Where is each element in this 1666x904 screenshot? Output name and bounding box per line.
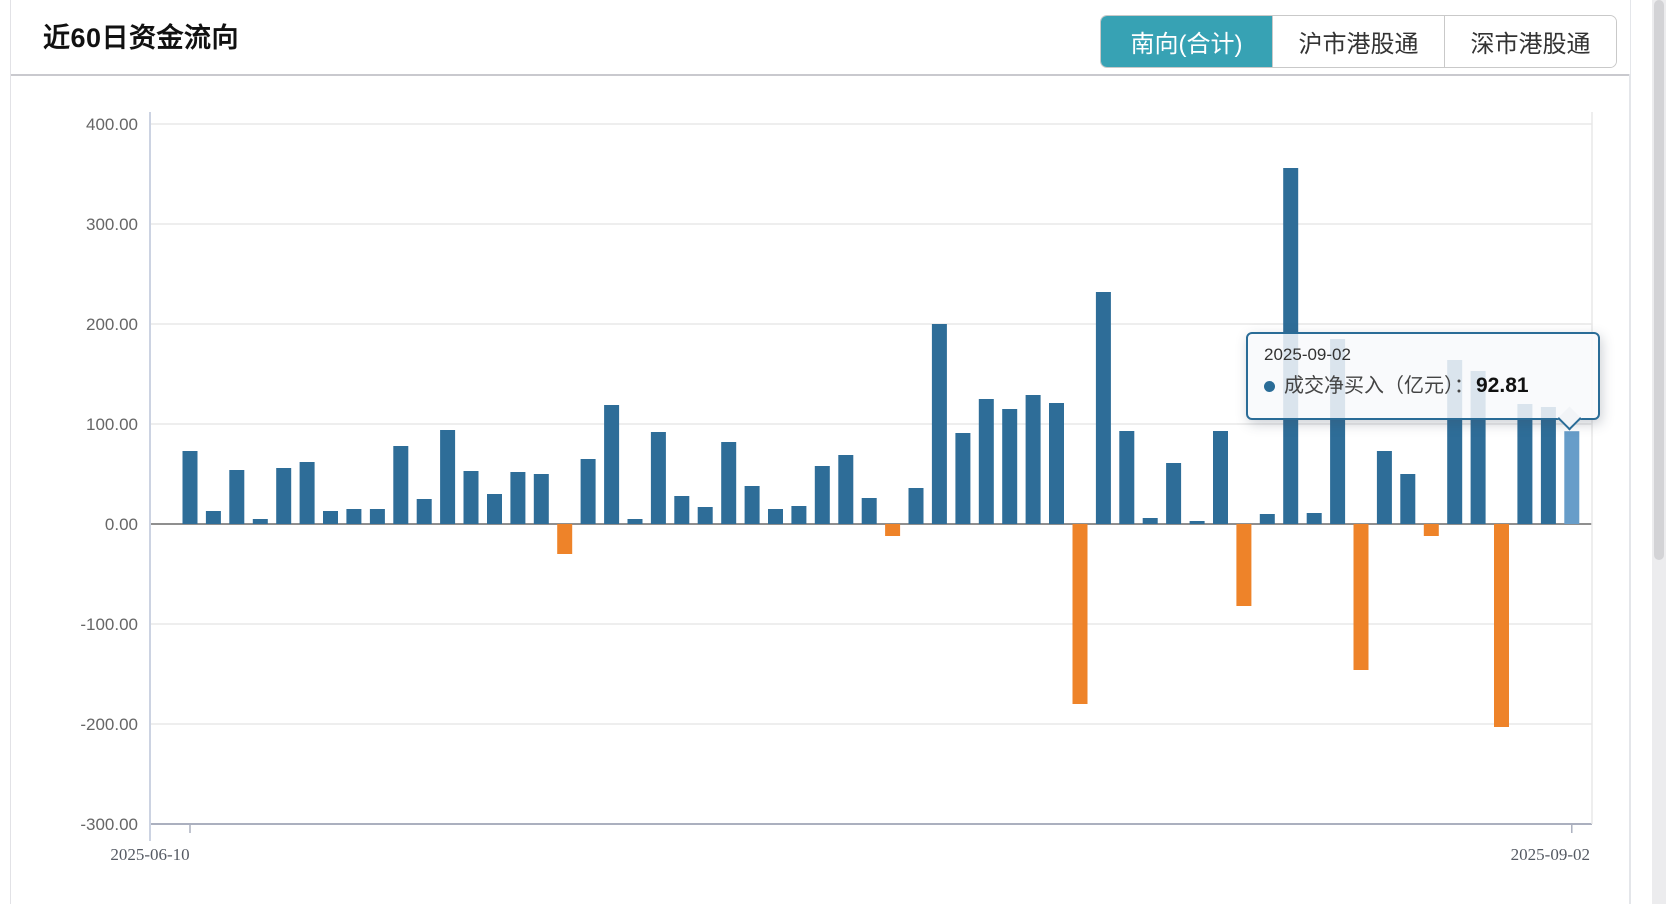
bar[interactable] bbox=[440, 430, 456, 524]
bar[interactable] bbox=[533, 474, 549, 524]
scrollbar-track[interactable] bbox=[1652, 0, 1666, 904]
bar[interactable] bbox=[323, 511, 338, 524]
y-tick-label: 200.00 bbox=[86, 315, 138, 334]
header-divider bbox=[11, 74, 1629, 76]
series-marker-icon bbox=[1264, 380, 1275, 392]
tooltip-series-row: 成交净买入（亿元）： 92.81 bbox=[1264, 374, 1582, 398]
bar[interactable] bbox=[1025, 395, 1041, 524]
bar[interactable] bbox=[697, 507, 713, 524]
bar[interactable] bbox=[1142, 518, 1158, 524]
chart-tooltip: 2025-09-02 成交净买入（亿元）： 92.81 bbox=[1246, 332, 1600, 431]
bar[interactable] bbox=[721, 442, 737, 524]
tab-southbound-total[interactable]: 南向(合计) bbox=[1101, 16, 1272, 67]
market-tabs: 南向(合计) 沪市港股通 深市港股通 bbox=[1100, 15, 1617, 68]
chart-header: 近60日资金流向 南向(合计) 沪市港股通 深市港股通 bbox=[11, 0, 1630, 74]
tab-shanghai-connect[interactable]: 沪市港股通 bbox=[1272, 16, 1444, 67]
bar[interactable] bbox=[1072, 524, 1088, 704]
y-tick-label: -300.00 bbox=[80, 815, 138, 834]
y-tick-label: -200.00 bbox=[80, 715, 138, 734]
bar[interactable] bbox=[1353, 524, 1369, 670]
bar[interactable] bbox=[1259, 514, 1275, 524]
bar[interactable] bbox=[369, 509, 385, 524]
bar[interactable] bbox=[463, 471, 479, 524]
bar[interactable] bbox=[1095, 292, 1111, 524]
tab-shenzhen-connect[interactable]: 深市港股通 bbox=[1444, 16, 1616, 67]
bar[interactable] bbox=[650, 432, 666, 524]
bar[interactable] bbox=[1564, 431, 1580, 524]
bar[interactable] bbox=[1213, 431, 1228, 524]
bar[interactable] bbox=[768, 509, 783, 524]
scrollbar-thumb[interactable] bbox=[1654, 0, 1664, 560]
bar[interactable] bbox=[1400, 474, 1416, 524]
bar[interactable] bbox=[487, 494, 502, 524]
bar[interactable] bbox=[510, 472, 526, 524]
bar[interactable] bbox=[1494, 524, 1509, 727]
tooltip-value: 92.81 bbox=[1476, 374, 1529, 397]
bar[interactable] bbox=[627, 519, 643, 524]
bar[interactable] bbox=[1376, 451, 1392, 524]
x-label-last: 2025-09-02 bbox=[1511, 845, 1590, 864]
x-label-first: 2025-06-10 bbox=[110, 845, 189, 864]
bar[interactable] bbox=[252, 519, 268, 524]
bar[interactable] bbox=[299, 462, 315, 524]
bar[interactable] bbox=[838, 455, 854, 524]
bar[interactable] bbox=[1119, 431, 1135, 524]
bar[interactable] bbox=[861, 498, 877, 524]
tooltip-date: 2025-09-02 bbox=[1264, 345, 1351, 364]
bar[interactable] bbox=[229, 470, 245, 524]
bar[interactable] bbox=[1540, 407, 1556, 524]
bar[interactable] bbox=[674, 496, 690, 524]
bar[interactable] bbox=[604, 405, 620, 524]
bar[interactable] bbox=[276, 468, 292, 524]
tooltip-series-label: 成交净买入（亿元）： bbox=[1284, 375, 1474, 397]
bar[interactable] bbox=[1002, 409, 1018, 524]
y-tick-label: 300.00 bbox=[86, 215, 138, 234]
bar[interactable] bbox=[744, 486, 760, 524]
bar[interactable] bbox=[885, 524, 901, 536]
bar[interactable] bbox=[393, 446, 409, 524]
bar[interactable] bbox=[1517, 404, 1533, 524]
bar[interactable] bbox=[580, 459, 596, 524]
bar[interactable] bbox=[416, 499, 432, 524]
bar[interactable] bbox=[1306, 513, 1322, 524]
bar[interactable] bbox=[346, 509, 362, 524]
bar[interactable] bbox=[557, 524, 573, 554]
card-left-border bbox=[10, 0, 11, 904]
page-title: 近60日资金流向 bbox=[43, 23, 240, 53]
bar[interactable] bbox=[1166, 463, 1182, 524]
bar[interactable] bbox=[908, 488, 924, 524]
bar[interactable] bbox=[1236, 524, 1252, 606]
card-right-border bbox=[1629, 0, 1631, 904]
bar[interactable] bbox=[978, 399, 994, 524]
y-tick-label: 0.00 bbox=[105, 515, 138, 534]
y-tick-label: 400.00 bbox=[86, 115, 138, 134]
bar[interactable] bbox=[1049, 403, 1064, 524]
bar[interactable] bbox=[955, 433, 971, 524]
bar[interactable] bbox=[791, 506, 807, 524]
bar[interactable] bbox=[1423, 524, 1439, 536]
bar[interactable] bbox=[182, 451, 198, 524]
bar[interactable] bbox=[931, 324, 947, 524]
bar[interactable] bbox=[1189, 521, 1205, 524]
y-tick-label: 100.00 bbox=[86, 415, 138, 434]
bar[interactable] bbox=[205, 511, 221, 524]
bar[interactable] bbox=[814, 466, 830, 524]
y-tick-label: -100.00 bbox=[80, 615, 138, 634]
